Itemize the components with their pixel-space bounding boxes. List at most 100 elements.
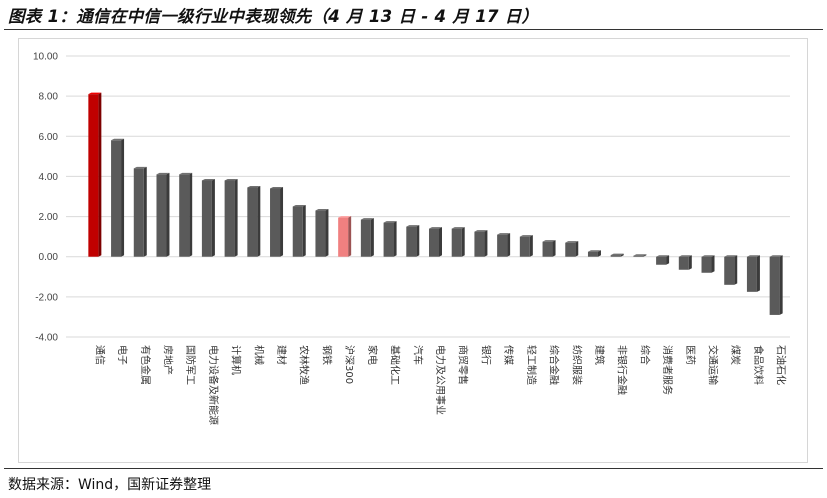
bar-top xyxy=(497,233,511,235)
bar-top xyxy=(587,250,601,252)
bar-top xyxy=(179,172,193,175)
bar-side xyxy=(620,253,624,257)
gridlines xyxy=(66,55,790,338)
bar-front xyxy=(179,174,190,257)
bar-side xyxy=(597,250,601,257)
bar-front xyxy=(519,236,530,257)
bar-沪深300 xyxy=(338,216,352,257)
bar-side xyxy=(439,227,442,257)
category-label: 综合 xyxy=(638,345,651,365)
category-label: 汽车 xyxy=(411,345,424,365)
category-label: 有色金属 xyxy=(139,345,152,385)
category-label: 轻工制造 xyxy=(525,345,538,385)
bar-top xyxy=(224,178,238,181)
bar-front xyxy=(156,174,167,257)
bar-轻工制造 xyxy=(519,235,533,257)
bar-side xyxy=(348,216,352,257)
bar-top xyxy=(724,255,738,257)
category-label: 综合金融 xyxy=(548,345,561,385)
bar-side xyxy=(166,172,170,257)
y-tick-label: 8.00 xyxy=(39,92,59,103)
bar-top xyxy=(519,235,533,237)
bar-消费者服务 xyxy=(656,255,670,265)
bar-石油石化 xyxy=(769,255,783,315)
bar-非银行金融 xyxy=(610,253,624,257)
bar-side xyxy=(416,225,420,257)
bar-side xyxy=(143,166,147,257)
bar-计算机 xyxy=(224,178,238,257)
bar-front xyxy=(338,217,349,257)
bar-side xyxy=(98,92,102,257)
bar-side xyxy=(575,241,579,257)
bar-家电 xyxy=(360,218,374,257)
bar-房地产 xyxy=(156,172,170,257)
bar-side xyxy=(666,255,670,265)
bar-电力及公用事业 xyxy=(429,227,442,257)
bar-有色金属 xyxy=(133,166,147,257)
bar-top xyxy=(451,227,465,229)
bar-front xyxy=(724,256,735,285)
bar-top xyxy=(542,240,556,242)
bar-front xyxy=(201,180,212,257)
y-axis-ticks: 10.00 8.00 6.00 4.00 2.00 0.00 -2.00 -4.00 xyxy=(33,52,58,344)
bar-side xyxy=(552,240,556,257)
bar-机械 xyxy=(247,185,261,257)
category-label: 交通运输 xyxy=(707,345,720,385)
category-label: 商贸零售 xyxy=(457,345,470,385)
bar-front xyxy=(565,242,576,257)
bar-电子 xyxy=(111,138,125,257)
y-tick-label: -4.00 xyxy=(35,333,58,344)
bar-top xyxy=(746,255,760,257)
category-label: 计算机 xyxy=(230,345,243,375)
bar-top xyxy=(406,225,420,227)
bar-front xyxy=(610,255,621,257)
bar-chart: 10.00 8.00 6.00 4.00 2.00 0.00 -2.00 -4.00 通信 电子… xyxy=(33,52,790,425)
category-label: 银行 xyxy=(479,345,492,365)
bar-side xyxy=(370,218,374,257)
bar-side xyxy=(507,233,511,257)
category-label: 沪深300 xyxy=(343,345,356,384)
bar-top xyxy=(247,185,261,188)
bar-front xyxy=(383,222,394,257)
category-label: 建筑 xyxy=(593,345,606,365)
category-label: 机械 xyxy=(252,345,265,365)
bar-front xyxy=(633,255,644,257)
category-label: 基础化工 xyxy=(389,345,402,385)
title-rule xyxy=(4,29,823,30)
bar-side xyxy=(121,138,125,257)
bar-front xyxy=(224,180,235,257)
bar-top xyxy=(565,241,579,243)
bar-汽车 xyxy=(406,225,420,257)
bar-top xyxy=(360,218,374,220)
y-tick-label: 2.00 xyxy=(39,212,59,223)
category-label: 食品饮料 xyxy=(752,345,765,385)
category-label: 家电 xyxy=(366,345,379,365)
bar-front xyxy=(474,231,485,257)
bar-front xyxy=(451,228,462,257)
category-label: 电力设备及新能源 xyxy=(207,345,220,425)
bar-top xyxy=(610,253,624,256)
bar-front xyxy=(701,256,712,273)
category-labels: 通信 电子 有色金属 房地产 国防军工 电力设备及新能源 计算机 机械 建材 农林牧渔 钢铁 沪深30… xyxy=(93,345,787,425)
bar-top xyxy=(429,227,442,229)
bar-front xyxy=(746,256,757,292)
bar-front xyxy=(360,219,371,257)
bar-top xyxy=(474,230,488,232)
category-label: 钢铁 xyxy=(320,345,333,365)
bar-食品饮料 xyxy=(746,255,760,292)
bar-side xyxy=(211,178,215,257)
bar-side xyxy=(756,255,760,292)
bar-front xyxy=(497,234,508,257)
bar-front xyxy=(133,168,144,257)
bar-side xyxy=(393,221,397,257)
source-rule xyxy=(4,468,823,469)
category-label: 通信 xyxy=(93,345,105,365)
category-label: 电力及公用事业 xyxy=(434,345,447,415)
bar-front xyxy=(270,188,281,257)
bar-front xyxy=(678,256,689,270)
bar-side xyxy=(302,205,306,257)
bar-front xyxy=(406,226,417,257)
category-label: 石油石化 xyxy=(775,345,788,385)
bar-top xyxy=(633,254,647,256)
bar-side xyxy=(779,255,783,315)
